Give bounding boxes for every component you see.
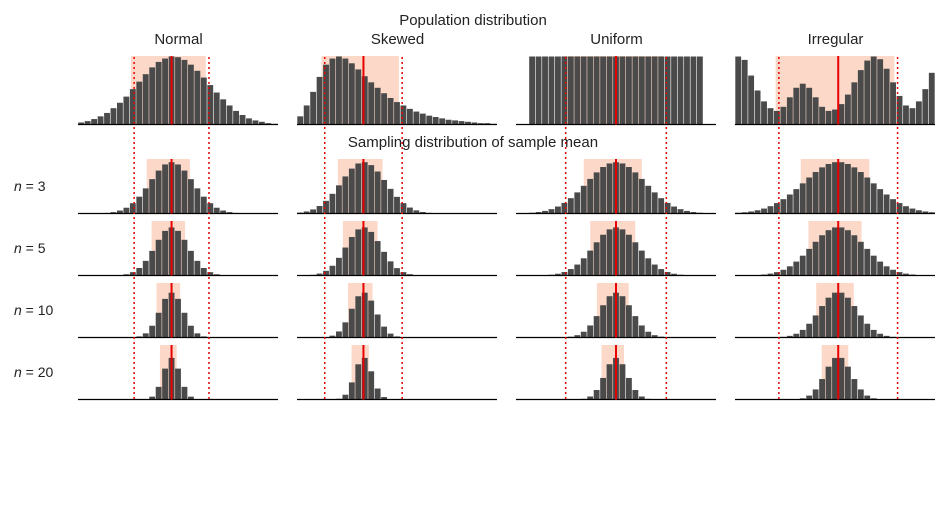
column-label-uniform: Uniform [516,31,717,48]
sampling-irregular-n5 [735,219,936,277]
column-label-normal: Normal [78,31,279,48]
column-label-skewed: Skewed [297,31,498,48]
sampling-skewed-n20 [297,343,498,401]
sampling-normal-n20 [78,343,279,401]
row-label-n3: n = 3 [10,157,60,215]
row-label-population [10,54,60,126]
row-label-n20: n = 20 [10,343,60,401]
sampling-normal-n10 [78,281,279,339]
sampling-irregular-n10 [735,281,936,339]
sampling-normal-n5 [78,219,279,277]
population-irregular [735,54,936,126]
sampling-normal-n3 [78,157,279,215]
population-uniform [516,54,717,126]
sampling-uniform-n3 [516,157,717,215]
sampling-skewed-n3 [297,157,498,215]
corner-empty [10,31,60,50]
sampling-irregular-n20 [735,343,936,401]
row-label-n10: n = 10 [10,281,60,339]
row-label-n5: n = 5 [10,219,60,277]
population-normal [78,54,279,126]
chart-grid: Normal Skewed Uniform Irregular Sampling dis… [10,31,936,401]
sampling-irregular-n3 [735,157,936,215]
population-skewed [297,54,498,126]
sampling-uniform-n5 [516,219,717,277]
column-label-irregular: Irregular [735,31,936,48]
sampling-skewed-n5 [297,219,498,277]
sampling-uniform-n20 [516,343,717,401]
title-sampling-row: Sampling distribution of sample mean [10,134,936,151]
sampling-uniform-n10 [516,281,717,339]
sampling-skewed-n10 [297,281,498,339]
title-population: Population distribution [10,12,936,29]
